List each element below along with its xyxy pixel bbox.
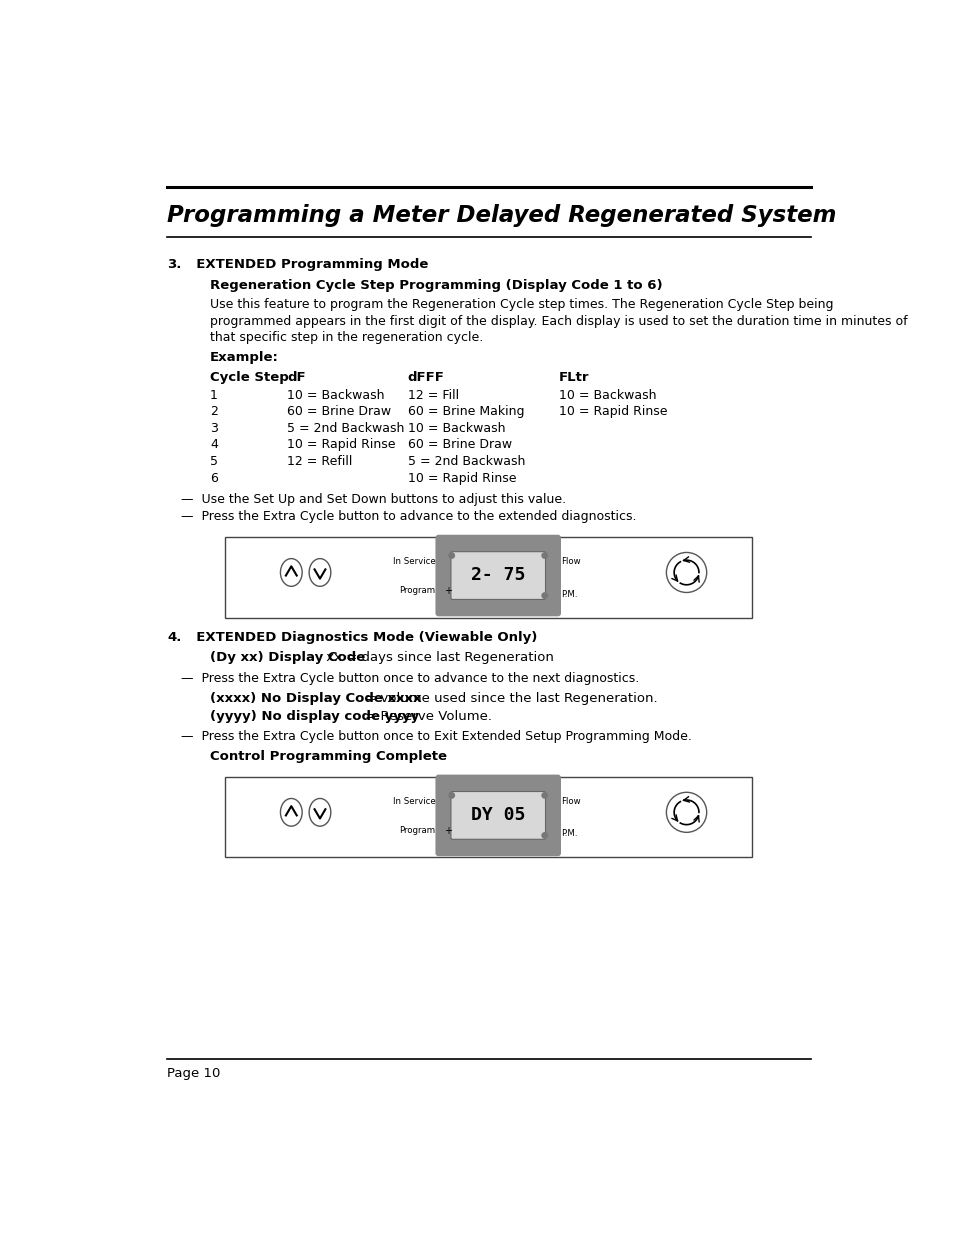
Text: Programming a Meter Delayed Regenerated System: Programming a Meter Delayed Regenerated … (167, 205, 836, 227)
Text: programmed appears in the first digit of the display. Each display is used to se: programmed appears in the first digit of… (210, 315, 906, 329)
Text: P.M.: P.M. (560, 830, 577, 839)
Text: 60 = Brine Draw: 60 = Brine Draw (407, 438, 511, 452)
FancyBboxPatch shape (225, 537, 752, 618)
Text: —  Press the Extra Cycle button to advance to the extended diagnostics.: — Press the Extra Cycle button to advanc… (181, 510, 636, 524)
Ellipse shape (666, 793, 706, 832)
Text: FLtr: FLtr (558, 370, 589, 384)
Circle shape (449, 793, 454, 798)
Text: (Dy xx) Display Code: (Dy xx) Display Code (210, 651, 365, 664)
Text: Flow: Flow (560, 797, 580, 806)
Text: 5 = 2nd Backwash: 5 = 2nd Backwash (407, 454, 524, 468)
Text: +: + (443, 585, 452, 597)
FancyBboxPatch shape (435, 774, 560, 856)
Text: (yyyy) No display code yyyy: (yyyy) No display code yyyy (210, 710, 418, 722)
Text: 5 = 2nd Backwash: 5 = 2nd Backwash (287, 422, 404, 435)
Text: dFFF: dFFF (407, 370, 444, 384)
FancyBboxPatch shape (435, 535, 560, 616)
Text: 2: 2 (210, 405, 217, 419)
Text: 10 = Rapid Rinse: 10 = Rapid Rinse (407, 472, 516, 484)
Text: Use this feature to program the Regeneration Cycle step times. The Regeneration : Use this feature to program the Regenera… (210, 299, 833, 311)
Circle shape (541, 553, 547, 558)
Text: 12 = Fill: 12 = Fill (407, 389, 458, 401)
Circle shape (449, 553, 454, 558)
Text: Program: Program (399, 587, 435, 595)
Text: 4: 4 (210, 438, 217, 452)
Text: that specific step in the regeneration cycle.: that specific step in the regeneration c… (210, 331, 482, 345)
Circle shape (541, 593, 547, 598)
Text: 1: 1 (210, 389, 217, 401)
Text: In Service: In Service (393, 557, 435, 566)
Text: Control Programming Complete: Control Programming Complete (210, 750, 446, 763)
Text: Flow: Flow (560, 557, 580, 566)
Text: EXTENDED Diagnostics Mode (Viewable Only): EXTENDED Diagnostics Mode (Viewable Only… (187, 631, 537, 643)
Circle shape (541, 832, 547, 839)
Text: 10 = Backwash: 10 = Backwash (558, 389, 656, 401)
Text: 5: 5 (210, 454, 217, 468)
Ellipse shape (309, 558, 331, 587)
Text: —  Use the Set Up and Set Down buttons to adjust this value.: — Use the Set Up and Set Down buttons to… (181, 493, 566, 506)
Text: 4.: 4. (167, 631, 181, 643)
Text: xx = days since last Regeneration: xx = days since last Regeneration (321, 651, 553, 664)
Text: 10 = Rapid Rinse: 10 = Rapid Rinse (287, 438, 395, 452)
Text: 10 = Backwash: 10 = Backwash (407, 422, 504, 435)
Text: 60 = Brine Making: 60 = Brine Making (407, 405, 523, 419)
Text: Cycle Step: Cycle Step (210, 370, 289, 384)
Text: Regeneration Cycle Step Programming (Display Code 1 to 6): Regeneration Cycle Step Programming (Dis… (210, 279, 661, 291)
Ellipse shape (280, 799, 302, 826)
Text: = volume used since the last Regeneration.: = volume used since the last Regeneratio… (360, 692, 657, 705)
Text: P.M.: P.M. (560, 589, 577, 599)
Text: 3: 3 (210, 422, 217, 435)
Ellipse shape (280, 558, 302, 587)
Text: DY 05: DY 05 (471, 805, 525, 824)
FancyBboxPatch shape (225, 777, 752, 857)
Text: In Service: In Service (393, 797, 435, 806)
Ellipse shape (309, 799, 331, 826)
Text: EXTENDED Programming Mode: EXTENDED Programming Mode (187, 258, 428, 272)
Text: Page 10: Page 10 (167, 1067, 220, 1079)
Circle shape (541, 793, 547, 798)
Text: Program: Program (399, 826, 435, 835)
FancyBboxPatch shape (451, 552, 545, 599)
Text: Example:: Example: (210, 351, 278, 364)
Text: 12 = Refill: 12 = Refill (287, 454, 353, 468)
Text: 10 = Rapid Rinse: 10 = Rapid Rinse (558, 405, 666, 419)
Ellipse shape (666, 552, 706, 593)
FancyBboxPatch shape (451, 792, 545, 840)
Text: —  Press the Extra Cycle button once to advance to the next diagnostics.: — Press the Extra Cycle button once to a… (181, 672, 639, 684)
Text: (xxxx) No Display Code xxxx: (xxxx) No Display Code xxxx (210, 692, 421, 705)
Text: 60 = Brine Draw: 60 = Brine Draw (287, 405, 391, 419)
Text: dF: dF (287, 370, 306, 384)
Text: 2- 75: 2- 75 (471, 566, 525, 584)
Text: 10 = Backwash: 10 = Backwash (287, 389, 384, 401)
Text: = Reserve Volume.: = Reserve Volume. (360, 710, 491, 722)
Text: 3.: 3. (167, 258, 181, 272)
Text: —  Press the Extra Cycle button once to Exit Extended Setup Programming Mode.: — Press the Extra Cycle button once to E… (181, 730, 691, 743)
Text: +: + (443, 826, 452, 836)
Text: 6: 6 (210, 472, 217, 484)
